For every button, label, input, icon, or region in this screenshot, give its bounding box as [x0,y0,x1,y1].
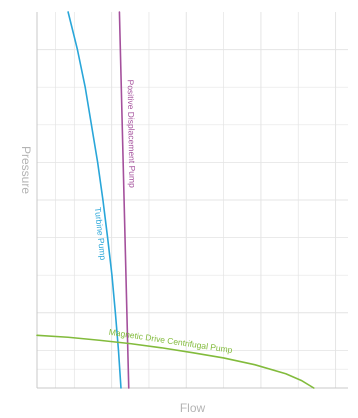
curve-label-turbine-pump: Turbine Pump [93,207,109,261]
series-line-magnetic-drive-centrifugal-pump [36,334,315,389]
y-axis-label: Pressure [19,146,33,194]
x-axis-label: Flow [180,401,206,415]
series-line-positive-displacement-pump [118,11,130,389]
axes [36,12,348,389]
curve-label-positive-displacement-pump: Positive Displacement Pump [126,80,138,189]
series-line-turbine-pump [67,11,122,389]
grid [36,12,348,389]
